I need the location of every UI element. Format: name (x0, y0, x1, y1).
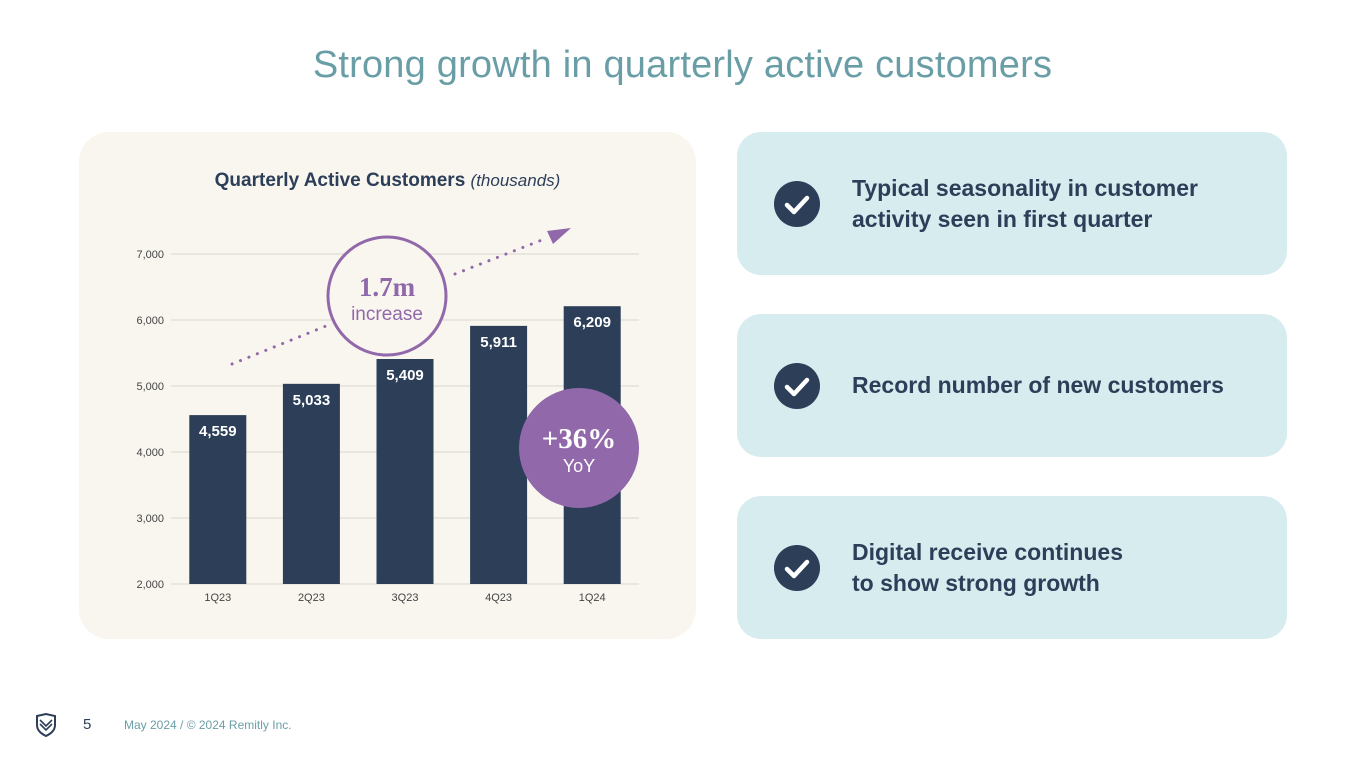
bar-4Q23 (470, 325, 528, 584)
yoy-badge-circle (519, 388, 639, 508)
bar-value-label: 4,559 (199, 423, 237, 440)
chart-card: Quarterly Active Customers (thousands) 2… (79, 132, 696, 639)
y-tick-label: 3,000 (136, 513, 164, 525)
y-tick-label: 7,000 (136, 249, 164, 261)
yoy-badge-label: YoY (563, 456, 595, 476)
increase-badge-circle (326, 235, 448, 357)
increase-badge-value: 1.7m (359, 272, 416, 302)
page-title: Strong growth in quarterly active custom… (312, 44, 1053, 86)
highlight-card-digital-receive: Digital receive continues to show strong… (737, 496, 1287, 639)
chart-title-main: Quarterly Active Customers (214, 170, 466, 191)
highlight-text: Typical seasonality in customer activity… (852, 174, 1198, 232)
x-tick-label: 1Q24 (579, 592, 606, 604)
check-icon (774, 181, 820, 227)
highlight-card-seasonality: Typical seasonality in customer activity… (737, 132, 1287, 275)
bar-1Q23 (189, 415, 247, 584)
highlight-text: Record number of new customers (852, 372, 1224, 398)
check-icon (774, 545, 820, 591)
remitly-logo-icon (35, 712, 57, 738)
x-tick-label: 1Q23 (204, 592, 231, 604)
bar-value-label: 5,033 (293, 392, 331, 409)
bar-chart: 2,000 3,000 4,000 5,000 6,000 7,000 4,559 1Q23 5… (136, 228, 639, 604)
bar-2Q23 (282, 383, 340, 584)
check-icon (774, 363, 820, 409)
highlight-text: Digital receive continues to show strong… (852, 538, 1123, 596)
increase-badge-label: increase (351, 304, 423, 325)
chart-title-unit: (thousands) (470, 171, 561, 190)
x-tick-label: 3Q23 (392, 592, 419, 604)
yoy-badge-value: +36% (542, 423, 617, 455)
trend-arrow-line (453, 236, 549, 276)
y-tick-label: 4,000 (136, 447, 164, 459)
x-tick-label: 4Q23 (485, 592, 512, 604)
y-tick-label: 6,000 (136, 315, 164, 327)
trend-arrow-head (547, 228, 571, 244)
bar-value-label: 6,209 (573, 314, 611, 331)
chart-title: Quarterly Active Customers (thousands) (79, 170, 696, 192)
x-tick-label: 2Q23 (298, 592, 325, 604)
trend-arrow-line (230, 324, 328, 366)
bar-value-label: 5,409 (386, 367, 424, 384)
page-number: 5 (83, 716, 92, 733)
y-tick-label: 2,000 (136, 579, 164, 591)
bar-value-label: 5,911 (480, 334, 517, 351)
highlight-card-new-customers: Record number of new customers (737, 314, 1287, 457)
bar-3Q23 (376, 359, 434, 584)
footer-copyright: May 2024 / © 2024 Remitly Inc. (124, 718, 292, 732)
y-tick-label: 5,000 (136, 381, 164, 393)
